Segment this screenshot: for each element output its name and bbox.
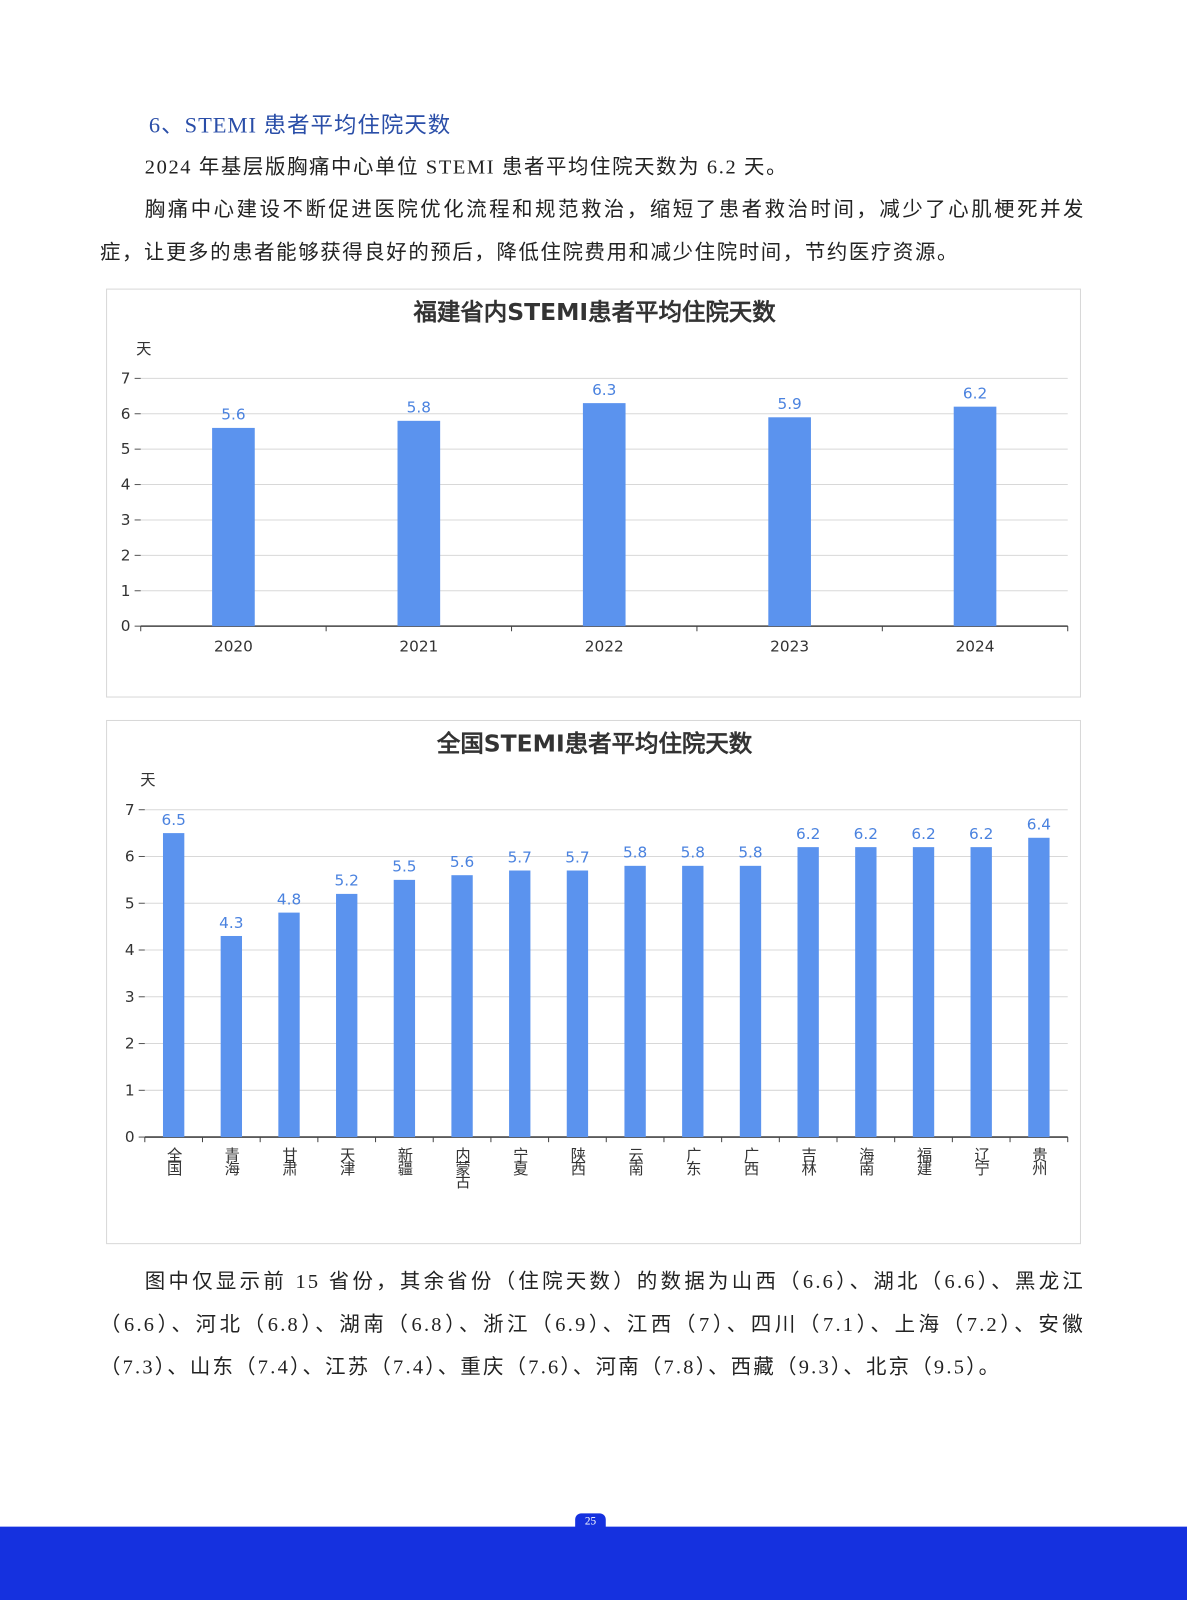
x-tick-label: 贵州	[1030, 1147, 1048, 1176]
data-label: 6.2	[969, 825, 993, 843]
y-tick-label: 2	[125, 1035, 135, 1053]
bar	[162, 833, 185, 1138]
x-tick-label: 2023	[770, 638, 809, 656]
data-label: 5.6	[450, 853, 474, 871]
y-tick-label: 0	[125, 1128, 135, 1146]
data-label: 6.4	[1027, 816, 1051, 834]
data-label: 5.6	[221, 406, 245, 424]
bar	[797, 847, 819, 1138]
x-tick-label: 2022	[585, 638, 624, 656]
paragraph: 2024 年基层版胸痛中心单位 STEMI 患者平均住院天数为 6.2 天。	[144, 156, 789, 179]
y-tick-label: 4	[121, 476, 131, 494]
y-axis-label: 天	[136, 340, 151, 358]
x-tick-label: 全国	[165, 1147, 183, 1176]
data-label: 5.7	[565, 848, 589, 866]
y-tick-label: 7	[125, 801, 135, 819]
bar	[855, 847, 877, 1138]
data-label: 6.2	[963, 385, 987, 403]
x-tick-label: 辽宁	[972, 1147, 990, 1176]
x-tick-label: 2020	[214, 638, 253, 656]
bar	[451, 875, 473, 1138]
bar	[970, 847, 992, 1138]
bar	[912, 847, 935, 1138]
section-title: 6、STEMI 患者平均住院天数	[148, 112, 452, 138]
bar	[682, 865, 704, 1138]
x-tick-label: 海南	[857, 1147, 875, 1176]
y-tick-label: 0	[121, 617, 131, 635]
data-label: 5.8	[623, 844, 647, 862]
data-label: 6.2	[796, 825, 820, 843]
bar	[953, 406, 997, 627]
bar	[278, 912, 300, 1138]
y-axis-label: 天	[140, 771, 155, 789]
footer-band	[0, 1526, 1187, 1600]
y-tick-label: 4	[125, 941, 135, 959]
data-label: 5.7	[508, 848, 532, 866]
y-tick-label: 5	[121, 440, 131, 458]
y-tick-label: 7	[121, 369, 131, 387]
page-number: 25	[575, 1513, 606, 1530]
bar	[768, 417, 811, 627]
data-label: 4.8	[277, 890, 301, 908]
data-label: 6.2	[911, 825, 935, 843]
data-label: 5.2	[335, 872, 359, 890]
chart-title: 全国STEMI患者平均住院天数	[436, 730, 753, 758]
x-tick-label: 吉林	[799, 1147, 817, 1176]
data-label: 5.8	[738, 844, 762, 862]
data-label: 4.3	[219, 914, 243, 932]
bar	[393, 879, 416, 1138]
bar	[220, 935, 243, 1138]
x-tick-label: 甘肃	[280, 1147, 298, 1176]
bar	[509, 870, 531, 1138]
y-tick-label: 2	[121, 546, 131, 564]
bar	[336, 893, 358, 1138]
y-tick-label: 3	[125, 988, 135, 1006]
x-tick-label: 天津	[338, 1147, 356, 1176]
data-label: 5.5	[392, 858, 416, 876]
bar	[566, 870, 589, 1138]
x-tick-label: 云南	[626, 1147, 644, 1176]
x-tick-label: 2021	[399, 638, 438, 656]
x-tick-label: 内蒙古	[453, 1147, 471, 1189]
note: 图中仅显示前 15 省份，其余省份（住院天数）的数据为山西（6.6）、湖北（6.…	[99, 1270, 1086, 1379]
bar	[739, 865, 762, 1138]
x-tick-label: 2024	[956, 638, 995, 656]
y-tick-label: 1	[121, 582, 131, 600]
paragraph: 胸痛中心建设不断促进医院优化流程和规范救治，缩短了患者救治时间，减少了心肌梗死并…	[99, 198, 1086, 265]
x-tick-label: 广西	[741, 1147, 759, 1176]
bar	[397, 420, 441, 627]
bar	[212, 427, 255, 627]
x-tick-label: 宁夏	[511, 1147, 529, 1176]
x-tick-label: 青海	[222, 1147, 240, 1176]
chart-title: 福建省内STEMI患者平均住院天数	[412, 298, 776, 326]
data-label: 5.8	[681, 844, 705, 862]
bar	[582, 403, 626, 627]
bar	[624, 865, 646, 1138]
y-tick-label: 5	[125, 894, 135, 912]
data-label: 6.5	[161, 811, 185, 829]
y-tick-label: 6	[121, 405, 131, 423]
data-label: 5.9	[777, 395, 801, 413]
x-tick-label: 福建	[915, 1147, 933, 1176]
x-tick-label: 广东	[684, 1147, 702, 1176]
x-tick-label: 新疆	[395, 1147, 413, 1176]
y-tick-label: 3	[121, 511, 131, 529]
data-label: 6.3	[592, 381, 616, 399]
y-tick-label: 1	[125, 1081, 135, 1099]
data-label: 6.2	[854, 825, 878, 843]
data-label: 5.8	[407, 399, 431, 417]
y-tick-label: 6	[125, 848, 135, 866]
bar	[1028, 837, 1050, 1138]
x-tick-label: 陕西	[568, 1147, 586, 1176]
